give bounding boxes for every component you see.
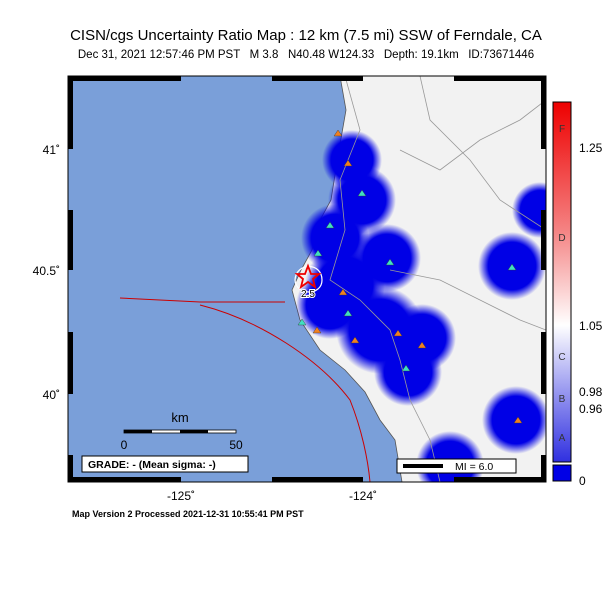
- station: [350, 336, 360, 344]
- grade-letter: C: [558, 352, 565, 363]
- uncertainty-area: [482, 386, 546, 454]
- colorbar-scale: [552, 101, 572, 463]
- station: [507, 263, 517, 271]
- colorbar-zero-box: [552, 464, 572, 482]
- colorbar-label: 0: [579, 474, 586, 488]
- scale-segment: [124, 430, 152, 433]
- lat-label: 41˚: [43, 143, 60, 157]
- fault: [119, 297, 285, 303]
- station: [333, 129, 343, 137]
- colorbar-label: 1.05: [579, 319, 603, 333]
- frame-tick: [541, 210, 546, 270]
- lat-label: 40.5˚: [33, 264, 60, 278]
- contour: [294, 265, 323, 293]
- frame-tick: [272, 76, 363, 81]
- frame-tick: [68, 210, 73, 270]
- epicenter: [294, 263, 322, 290]
- fault: [199, 304, 371, 482]
- lon-label: -124˚: [349, 489, 377, 503]
- graphic: [419, 76, 546, 231]
- footer: Map Version 2 Processed 2021-12-31 10:55…: [72, 509, 304, 519]
- frame-tick: [68, 332, 73, 394]
- frame-tick: [454, 76, 546, 81]
- station: [297, 318, 307, 326]
- mi-legend-box: [396, 458, 517, 474]
- frame-ticks: [68, 76, 546, 482]
- frame-tick: [541, 76, 546, 149]
- station: [385, 258, 395, 266]
- station: [338, 288, 348, 296]
- stations-orange: [312, 129, 523, 424]
- grade-letter: A: [559, 433, 566, 444]
- colorbar-label: 0.98: [579, 385, 603, 399]
- colorbar-label: 1.25: [579, 141, 603, 155]
- scale-label: 50: [229, 438, 243, 452]
- contour-label: 2.5: [301, 289, 315, 300]
- frame-tick: [454, 477, 546, 482]
- station: [325, 221, 335, 229]
- mi-legend-text: MI = 6.0: [455, 461, 493, 473]
- lon-label: -125˚: [167, 489, 195, 503]
- frame-tick: [272, 477, 363, 482]
- scale-bar: km 0 50: [121, 410, 243, 452]
- frame-tick: [68, 477, 181, 482]
- station: [357, 189, 367, 197]
- graphic: [389, 269, 546, 331]
- stations-cyan: [297, 189, 517, 372]
- grade-letter: D: [558, 233, 565, 244]
- station: [417, 341, 427, 349]
- uncertainty-area: [374, 338, 442, 406]
- mi-legend-line: [403, 464, 443, 468]
- event-info: Dec 31, 2021 12:57:46 PM PST M 3.8 N40.4…: [78, 49, 534, 61]
- uncertainty-area: [296, 271, 364, 339]
- colorbar-labels: 1.25 1.05 0.98 0.96 0: [579, 141, 603, 488]
- grade-text: GRADE: - (Mean sigma: -): [88, 459, 216, 471]
- scale-segment: [180, 430, 208, 433]
- lat-label: 40˚: [43, 388, 60, 402]
- grade-letter: F: [559, 124, 565, 135]
- frame-tick: [68, 76, 73, 149]
- graphic: [399, 99, 546, 171]
- map-frame: 41˚ 40.5˚ 40˚ -125˚ -124˚: [33, 75, 547, 503]
- station: [343, 159, 353, 167]
- map-area: 2.5 km 0 50: [68, 76, 546, 482]
- faults: [119, 297, 371, 482]
- station: [393, 329, 403, 337]
- station: [513, 416, 523, 424]
- station: [401, 364, 411, 372]
- colorbar: F D C B A 1.25 1.05 0.98 0.96 0: [552, 101, 603, 488]
- colorbar-letters: F D C B A: [558, 124, 565, 444]
- station: [313, 249, 323, 257]
- frame-tick: [541, 455, 546, 482]
- frame-tick: [68, 455, 73, 482]
- station: [312, 326, 322, 334]
- scale-label: 0: [121, 438, 128, 452]
- colorbar-label: 0.96: [579, 402, 603, 416]
- map-title: CISN/cgs Uncertainty Ratio Map : 12 km (…: [70, 27, 542, 44]
- frame-tick: [541, 332, 546, 394]
- station: [343, 309, 353, 317]
- grade-box: [81, 455, 249, 473]
- scale-unit: km: [171, 410, 188, 425]
- grade-letter: B: [559, 394, 566, 405]
- frame-tick: [68, 76, 181, 81]
